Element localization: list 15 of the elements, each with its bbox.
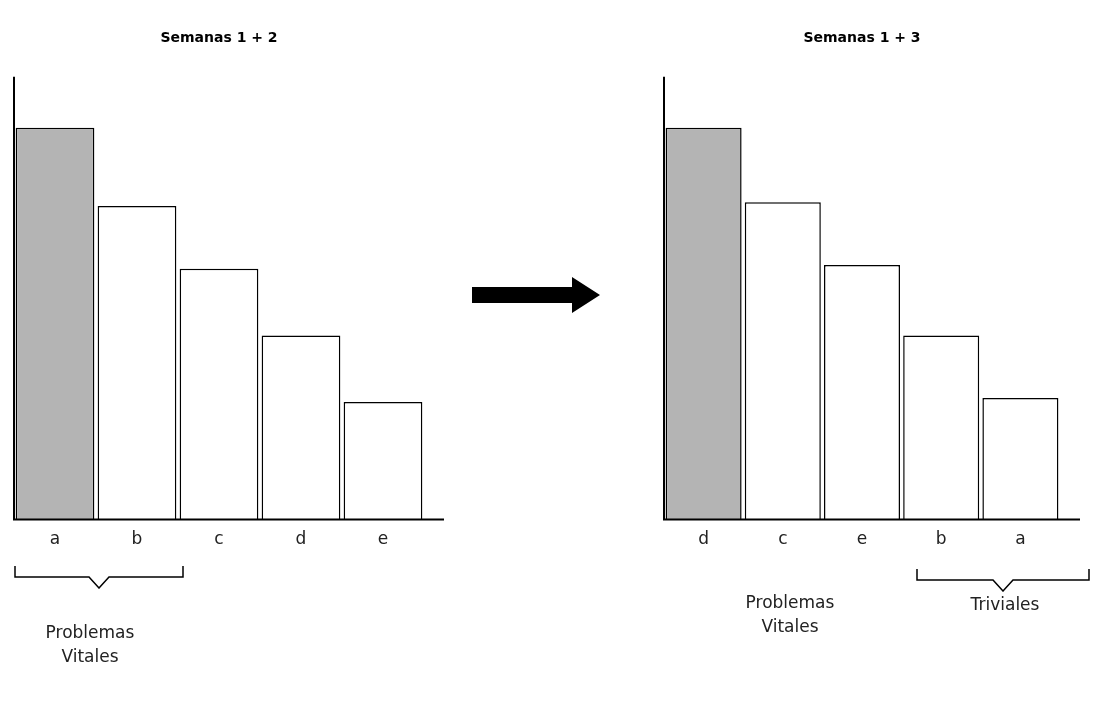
x-tick-label: d <box>698 528 709 549</box>
x-tick-label: b <box>935 528 947 549</box>
text: Triviales <box>969 593 1041 616</box>
chart-title: Semanas 1 + 2 <box>160 29 278 46</box>
x-tick-label: d <box>295 528 307 549</box>
x-tick-label: a <box>49 528 61 549</box>
text: Problemas Vitales <box>44 621 136 668</box>
text: Problemas Vitales <box>744 591 836 638</box>
x-tick-label: e <box>856 528 868 549</box>
x-tick-label: c <box>778 528 788 549</box>
chart-title: Semanas 1 + 3 <box>803 29 921 46</box>
x-tick-label: c <box>214 528 224 549</box>
x-tick-label: a <box>1015 528 1026 549</box>
x-tick-label: e <box>377 528 389 549</box>
x-tick-label: b <box>131 528 143 549</box>
